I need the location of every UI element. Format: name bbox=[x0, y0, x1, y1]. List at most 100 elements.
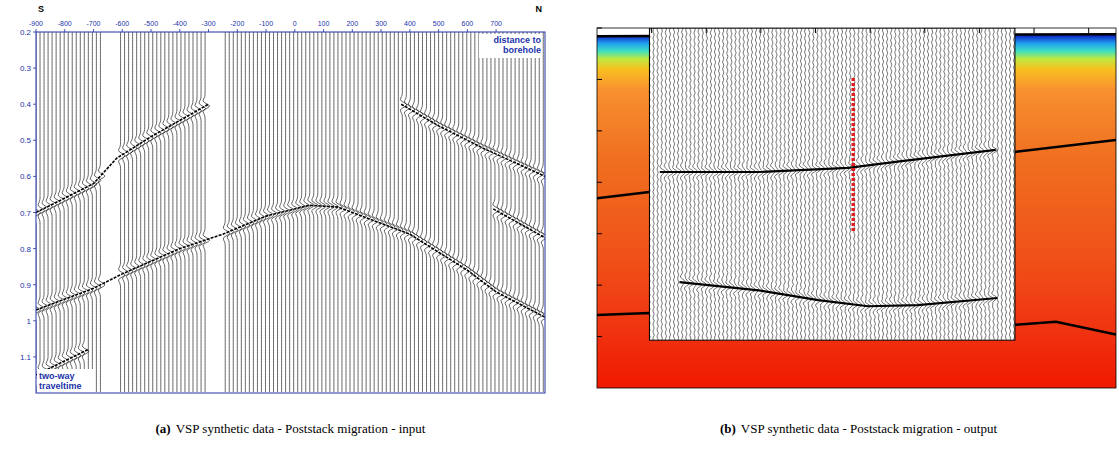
trace bbox=[653, 28, 654, 340]
trace bbox=[709, 28, 714, 340]
y-tick bbox=[33, 320, 36, 321]
trace bbox=[1014, 28, 1015, 340]
x-tick-label: -300 bbox=[202, 20, 216, 27]
trace bbox=[1009, 28, 1010, 340]
trace bbox=[848, 28, 854, 340]
trace bbox=[159, 32, 165, 392]
trace bbox=[893, 28, 898, 340]
x-tick-label: 300 bbox=[375, 20, 387, 27]
trace bbox=[316, 32, 322, 392]
trace bbox=[175, 32, 182, 392]
x-tick-label: -600 bbox=[115, 20, 129, 27]
trace bbox=[481, 32, 487, 392]
trace bbox=[881, 28, 886, 340]
x-tick bbox=[208, 29, 209, 32]
trace bbox=[239, 32, 245, 392]
panel-label: (a) bbox=[156, 421, 171, 436]
trace bbox=[453, 32, 459, 392]
trace bbox=[885, 28, 890, 340]
trace bbox=[799, 28, 804, 340]
reflector bbox=[679, 282, 997, 306]
trace bbox=[660, 28, 665, 340]
y-tick bbox=[597, 233, 602, 234]
trace bbox=[151, 32, 157, 392]
trace bbox=[930, 28, 935, 340]
y-tick-label: 1 bbox=[27, 317, 32, 326]
trace bbox=[869, 28, 875, 340]
trace bbox=[404, 32, 410, 392]
trace bbox=[74, 32, 80, 392]
trace bbox=[235, 32, 241, 392]
y-tick bbox=[597, 285, 602, 286]
trace bbox=[465, 32, 472, 392]
trace bbox=[54, 32, 61, 392]
trace bbox=[78, 32, 84, 392]
direction-label: N bbox=[536, 4, 543, 14]
event bbox=[493, 209, 545, 238]
trace bbox=[477, 32, 484, 392]
trace bbox=[469, 32, 475, 392]
trace bbox=[251, 32, 257, 392]
trace bbox=[844, 28, 849, 340]
trace bbox=[971, 28, 977, 340]
trace bbox=[296, 32, 302, 392]
trace bbox=[664, 28, 668, 340]
trace bbox=[485, 32, 491, 392]
trace bbox=[541, 32, 545, 392]
trace bbox=[988, 28, 993, 340]
trace bbox=[738, 28, 743, 340]
x-tick bbox=[651, 28, 652, 33]
x-tick-label: 400 bbox=[404, 20, 416, 27]
y-tick bbox=[597, 28, 602, 29]
x-tick bbox=[496, 29, 497, 32]
y-tick bbox=[597, 182, 602, 183]
trace bbox=[66, 32, 72, 392]
trace bbox=[268, 32, 274, 392]
x-tick bbox=[64, 29, 65, 32]
x-axis-title: distance toborehole bbox=[493, 35, 541, 55]
trace bbox=[943, 28, 948, 340]
trace bbox=[877, 28, 882, 340]
y-tick bbox=[33, 248, 36, 249]
trace bbox=[445, 32, 451, 392]
x-tick bbox=[467, 29, 468, 32]
borehole bbox=[851, 78, 855, 232]
trace bbox=[787, 28, 792, 340]
trace bbox=[328, 32, 334, 392]
caption-text: VSP synthetic data - Poststack migration… bbox=[741, 421, 998, 436]
trace bbox=[951, 28, 956, 340]
x-tick bbox=[151, 29, 152, 32]
y-tick-label: 0.2 bbox=[20, 28, 32, 37]
trace bbox=[955, 28, 960, 340]
trace bbox=[191, 32, 197, 392]
y-axis-title: two-waytraveltime bbox=[39, 371, 82, 391]
trace bbox=[396, 32, 402, 392]
trace bbox=[997, 28, 998, 340]
trace bbox=[300, 32, 306, 392]
x-tick bbox=[1034, 28, 1035, 33]
y-tick bbox=[33, 284, 36, 285]
trace bbox=[750, 28, 755, 340]
trace bbox=[392, 32, 398, 392]
trace bbox=[758, 28, 763, 340]
trace bbox=[489, 32, 495, 392]
trace bbox=[223, 32, 229, 392]
x-tick-label: -800 bbox=[58, 20, 72, 27]
trace bbox=[135, 32, 142, 392]
trace bbox=[717, 28, 723, 340]
trace bbox=[811, 28, 816, 340]
reflector bbox=[660, 150, 996, 172]
trace bbox=[657, 28, 658, 340]
x-tick bbox=[815, 28, 816, 33]
trace bbox=[1001, 28, 1002, 340]
trace bbox=[272, 32, 278, 392]
trace bbox=[856, 28, 861, 340]
trace bbox=[412, 32, 418, 392]
x-tick-label: 100 bbox=[318, 20, 330, 27]
x-tick-label: -700 bbox=[87, 20, 101, 27]
trace bbox=[824, 28, 829, 340]
trace bbox=[832, 28, 837, 340]
trace bbox=[807, 28, 812, 340]
trace bbox=[762, 28, 767, 340]
trace bbox=[828, 28, 833, 340]
